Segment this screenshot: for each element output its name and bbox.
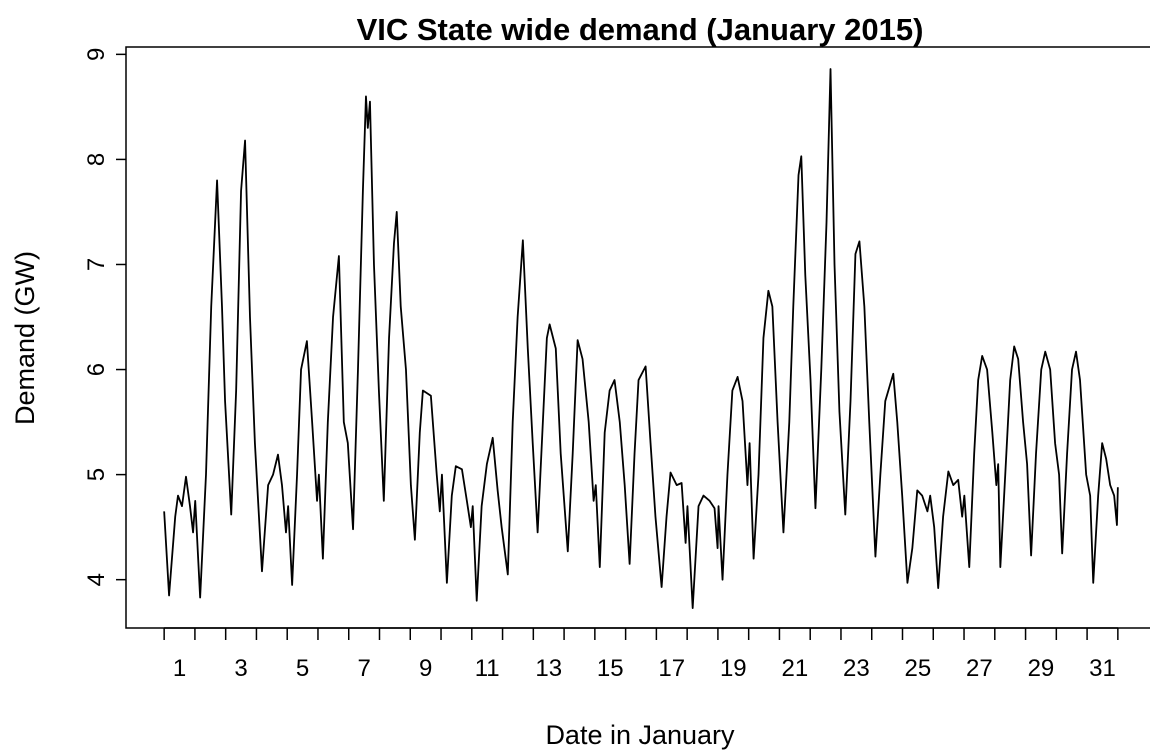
x-tick-label: 9 bbox=[419, 655, 432, 682]
y-tick-label: 9 bbox=[83, 48, 110, 61]
x-tick-label: 13 bbox=[535, 655, 562, 682]
x-tick-label: 31 bbox=[1089, 655, 1116, 682]
x-tick-label: 23 bbox=[843, 655, 870, 682]
y-tick-label: 5 bbox=[83, 468, 110, 481]
y-tick-label: 8 bbox=[83, 153, 110, 166]
plot-frame bbox=[125, 46, 1150, 629]
y-tick-label: 6 bbox=[83, 363, 110, 376]
x-tick-label: 25 bbox=[905, 655, 932, 682]
x-tick-label: 19 bbox=[720, 655, 747, 682]
y-tick-label: 7 bbox=[83, 258, 110, 271]
x-axis-label: Date in January bbox=[545, 720, 735, 750]
x-tick-label: 17 bbox=[658, 655, 685, 682]
x-tick-label: 27 bbox=[966, 655, 993, 682]
x-tick-label: 7 bbox=[357, 655, 370, 682]
x-tick-label: 3 bbox=[234, 655, 247, 682]
x-tick-label: 15 bbox=[597, 655, 624, 682]
x-tick-label: 11 bbox=[475, 655, 500, 682]
chart-title: VIC State wide demand (January 2015) bbox=[357, 12, 924, 47]
demand-line bbox=[163, 68, 1119, 609]
x-tick-label: 5 bbox=[296, 655, 309, 682]
x-tick-label: 21 bbox=[781, 655, 808, 682]
x-tick-label: 1 bbox=[173, 655, 186, 682]
x-tick-label: 29 bbox=[1028, 655, 1055, 682]
y-axis-label: Demand (GW) bbox=[10, 251, 40, 425]
y-tick-label: 4 bbox=[83, 573, 110, 586]
